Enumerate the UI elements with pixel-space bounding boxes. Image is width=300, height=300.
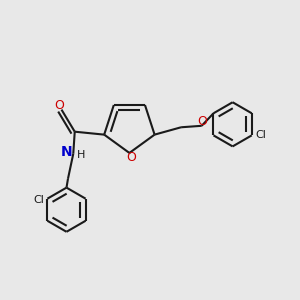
- Text: N: N: [61, 145, 73, 159]
- Text: O: O: [54, 99, 64, 112]
- Text: O: O: [126, 151, 136, 164]
- Text: O: O: [197, 115, 207, 128]
- Text: Cl: Cl: [255, 130, 266, 140]
- Text: Cl: Cl: [34, 195, 45, 205]
- Text: H: H: [76, 150, 85, 160]
